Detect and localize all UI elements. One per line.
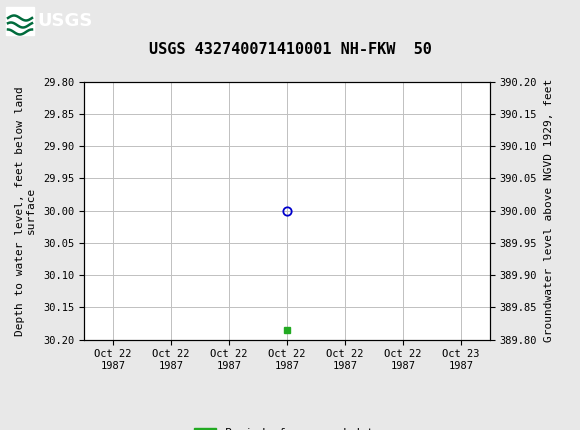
Y-axis label: Groundwater level above NGVD 1929, feet: Groundwater level above NGVD 1929, feet xyxy=(544,79,554,342)
Y-axis label: Depth to water level, feet below land
surface: Depth to water level, feet below land su… xyxy=(14,86,36,335)
Text: USGS: USGS xyxy=(37,12,92,30)
Text: USGS 432740071410001 NH-FKW  50: USGS 432740071410001 NH-FKW 50 xyxy=(148,42,432,57)
Legend: Period of approved data: Period of approved data xyxy=(190,424,385,430)
Polygon shape xyxy=(6,7,34,35)
